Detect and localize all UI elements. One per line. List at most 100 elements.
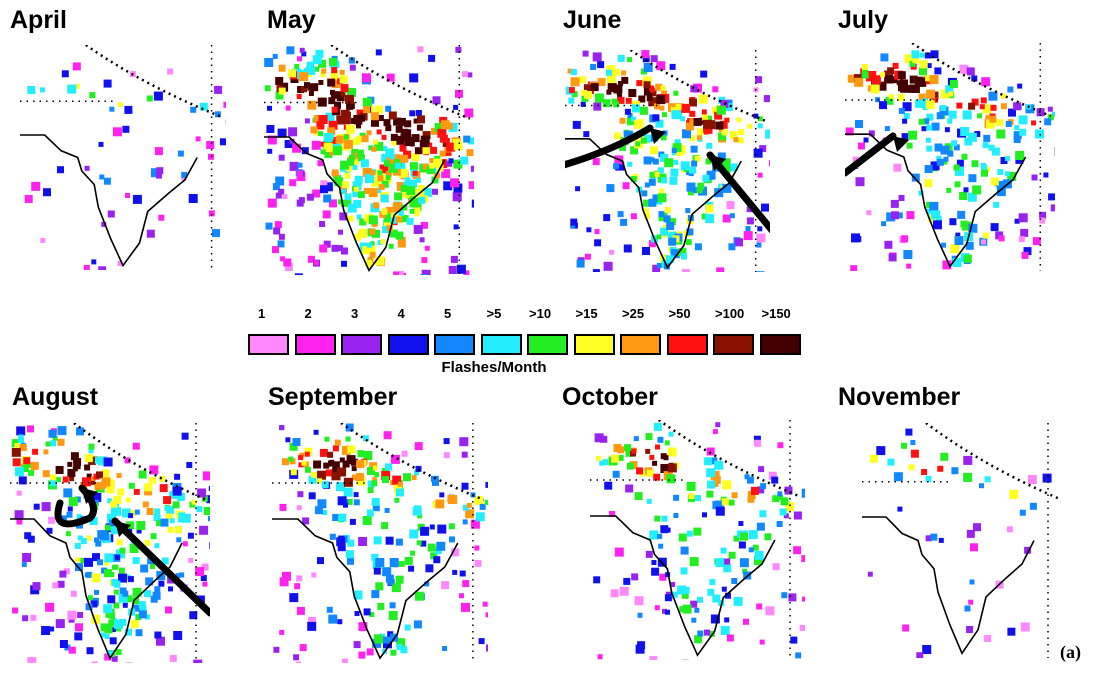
flash-cell [377,602,385,610]
flash-cell [343,139,353,149]
flash-cell [344,172,351,179]
flash-cell [377,175,384,182]
lightning-map [845,43,1055,271]
flash-cell [279,82,289,92]
flash-cell [1005,156,1010,161]
flash-cell [319,448,328,457]
flash-cell [27,425,34,433]
flash-cell [392,475,402,485]
flash-cell [176,537,182,543]
flash-cell [906,142,913,149]
flash-cell [113,580,121,588]
flash-cell [628,89,637,97]
flash-cell [163,496,172,505]
flash-cell [360,159,369,168]
flash-cell [671,110,681,120]
flash-cell [115,554,120,560]
flash-cell [414,470,419,476]
flash-cell [682,586,690,594]
flash-cell [981,164,987,171]
flash-cell [866,210,872,216]
flash-cell [390,649,397,656]
flash-cell [757,486,765,494]
flash-cell [431,127,439,135]
flash-cell [375,635,383,644]
flash-cell [167,68,174,75]
flash-cell [345,423,354,432]
flash-cell [746,206,753,213]
flash-cell [653,422,662,431]
flash-cell [622,182,630,190]
flash-cell [154,631,162,639]
flash-cell [631,104,640,113]
flash-cell [32,448,39,455]
flash-cell [624,108,631,115]
flash-cell [909,75,918,84]
flash-cell [710,457,718,465]
month-title-september: September [268,383,398,411]
flash-cell [728,499,735,506]
flash-cell [926,208,933,215]
flash-cell [667,463,677,473]
flash-cell [972,185,982,195]
flash-cell [724,117,730,123]
flash-cell [606,69,612,76]
coastline [20,134,198,268]
flash-cell [132,604,140,612]
flash-cell [446,142,456,152]
flash-cell [278,188,285,195]
flash-cell [725,592,731,599]
flash-cell [668,218,676,226]
flash-cell [1039,217,1046,224]
flash-cell [409,110,416,117]
flash-cell [744,474,750,480]
flash-cell [594,433,604,443]
flash-cell [922,104,929,110]
flash-cell [1009,489,1019,499]
flash-cell [159,484,168,493]
flash-cell [125,497,131,503]
flash-cell [354,611,360,616]
flash-cell [455,89,463,98]
flash-cell [712,86,719,93]
flash-cell [193,659,203,663]
flash-cell [347,203,357,213]
flash-cell [673,159,679,165]
flash-cell [921,98,928,105]
flash-cell [771,476,779,484]
flash-cell [714,111,723,120]
flash-cell [702,512,707,518]
flash-cell [138,601,146,609]
flash-cell [175,573,181,579]
flash-cell [484,499,488,505]
flash-cell [960,127,970,136]
grid-dotted-line [845,43,1042,271]
flash-cell [430,146,438,154]
flash-cell [709,579,716,586]
flash-cell [470,165,474,172]
flash-cell [341,199,348,207]
flash-cell [358,228,367,238]
flash-cell [614,132,621,140]
flash-cell [689,135,696,142]
flash-cell [896,80,902,86]
flash-cell [627,57,632,63]
flash-cell [637,641,646,650]
flash-cell [570,223,576,229]
flash-cell [323,194,332,203]
flash-cell [278,87,286,95]
flash-cell [726,634,734,642]
flash-cell [740,532,748,541]
flash-cell [930,161,940,171]
flash-cell [323,142,333,152]
flash-cell [377,240,383,245]
flash-cell [801,488,805,498]
flash-cell [670,582,676,587]
flash-cell [788,593,797,602]
flash-cell [951,140,958,147]
flash-cell [738,521,744,526]
flash-cell [726,201,735,210]
flash-cell [705,204,714,213]
flash-cell [594,229,600,235]
flash-cell [897,71,906,80]
